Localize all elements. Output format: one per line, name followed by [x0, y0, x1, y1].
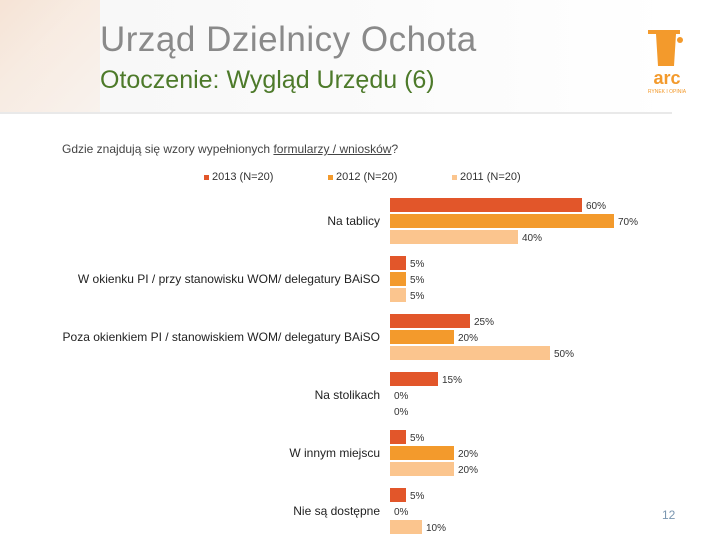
- data-label: 60%: [586, 201, 606, 212]
- bar: [390, 288, 406, 302]
- data-label: 5%: [410, 291, 425, 302]
- legend-label-2013: 2013 (N=20): [212, 171, 274, 183]
- logo-tagline: RYNEK I OPINIA: [648, 89, 687, 95]
- data-label: 5%: [410, 275, 425, 286]
- legend-item-2013: 2013 (N=20): [204, 171, 273, 183]
- data-label: 0%: [394, 507, 409, 518]
- header-decoration: [0, 0, 100, 112]
- data-label: 5%: [410, 491, 425, 502]
- bar: [390, 372, 438, 386]
- data-label: 5%: [410, 433, 425, 444]
- bar: [390, 446, 454, 460]
- data-label: 20%: [458, 449, 478, 460]
- data-label: 0%: [394, 407, 409, 418]
- bar: [390, 330, 454, 344]
- header-divider: [0, 112, 672, 114]
- category-label: W innym miejscu: [289, 446, 380, 460]
- legend-item-2011: 2011 (N=20): [452, 171, 521, 183]
- data-label: 15%: [442, 375, 462, 386]
- legend-swatch-2012: [328, 174, 333, 180]
- bar: [390, 462, 454, 476]
- data-label: 20%: [458, 333, 478, 344]
- category-label: W okienku PI / przy stanowisku WOM/ dele…: [78, 272, 380, 286]
- legend-swatch-2011: [452, 174, 457, 180]
- bar: [390, 430, 406, 444]
- category-label: Nie są dostępne: [293, 504, 380, 518]
- survey-question: Gdzie znajdują się wzory wypełnionych fo…: [62, 142, 398, 156]
- legend-label-2011: 2011 (N=20): [460, 171, 521, 183]
- page-subtitle: Otoczenie: Wygląd Urzędu (6): [100, 66, 435, 94]
- data-label: 25%: [474, 317, 494, 328]
- bar: [390, 198, 582, 212]
- lighthouse-icon: [648, 30, 680, 66]
- data-label: 40%: [522, 233, 542, 244]
- question-text: Gdzie znajdują się wzory wypełnionych: [62, 142, 274, 156]
- data-label: 50%: [554, 349, 574, 360]
- bar: [390, 488, 406, 502]
- page-title: Urząd Dzielnicy Ochota: [100, 20, 477, 59]
- bar: [390, 256, 406, 270]
- arc-logo: arc RYNEK I OPINIA: [648, 30, 687, 95]
- page-number: 12: [662, 508, 676, 522]
- data-label: 70%: [618, 217, 638, 228]
- category-label: Poza okienkiem PI / stanowiskiem WOM/ de…: [63, 330, 380, 344]
- bar: [390, 272, 406, 286]
- bar: [390, 520, 422, 534]
- header-background: [0, 0, 672, 112]
- data-label: 5%: [410, 259, 425, 270]
- legend-item-2012: 2012 (N=20): [328, 171, 397, 183]
- question-end: ?: [391, 142, 399, 156]
- legend-swatch-2013: [204, 174, 209, 180]
- bar: [390, 314, 470, 328]
- category-label: Na stolikach: [315, 388, 380, 402]
- bar: [390, 346, 550, 360]
- data-label: 0%: [394, 391, 409, 402]
- question-underlined: formularzy / wniosków: [273, 142, 392, 156]
- bar: [390, 230, 518, 244]
- data-label: 10%: [426, 523, 446, 534]
- legend-label-2012: 2012 (N=20): [336, 171, 398, 183]
- slide-header: Urząd Dzielnicy Ochota Otoczenie: Wygląd…: [0, 0, 720, 114]
- bar: [390, 214, 614, 228]
- logo-text: arc: [653, 68, 680, 88]
- category-label: Na tablicy: [327, 214, 380, 228]
- data-label: 20%: [458, 465, 478, 476]
